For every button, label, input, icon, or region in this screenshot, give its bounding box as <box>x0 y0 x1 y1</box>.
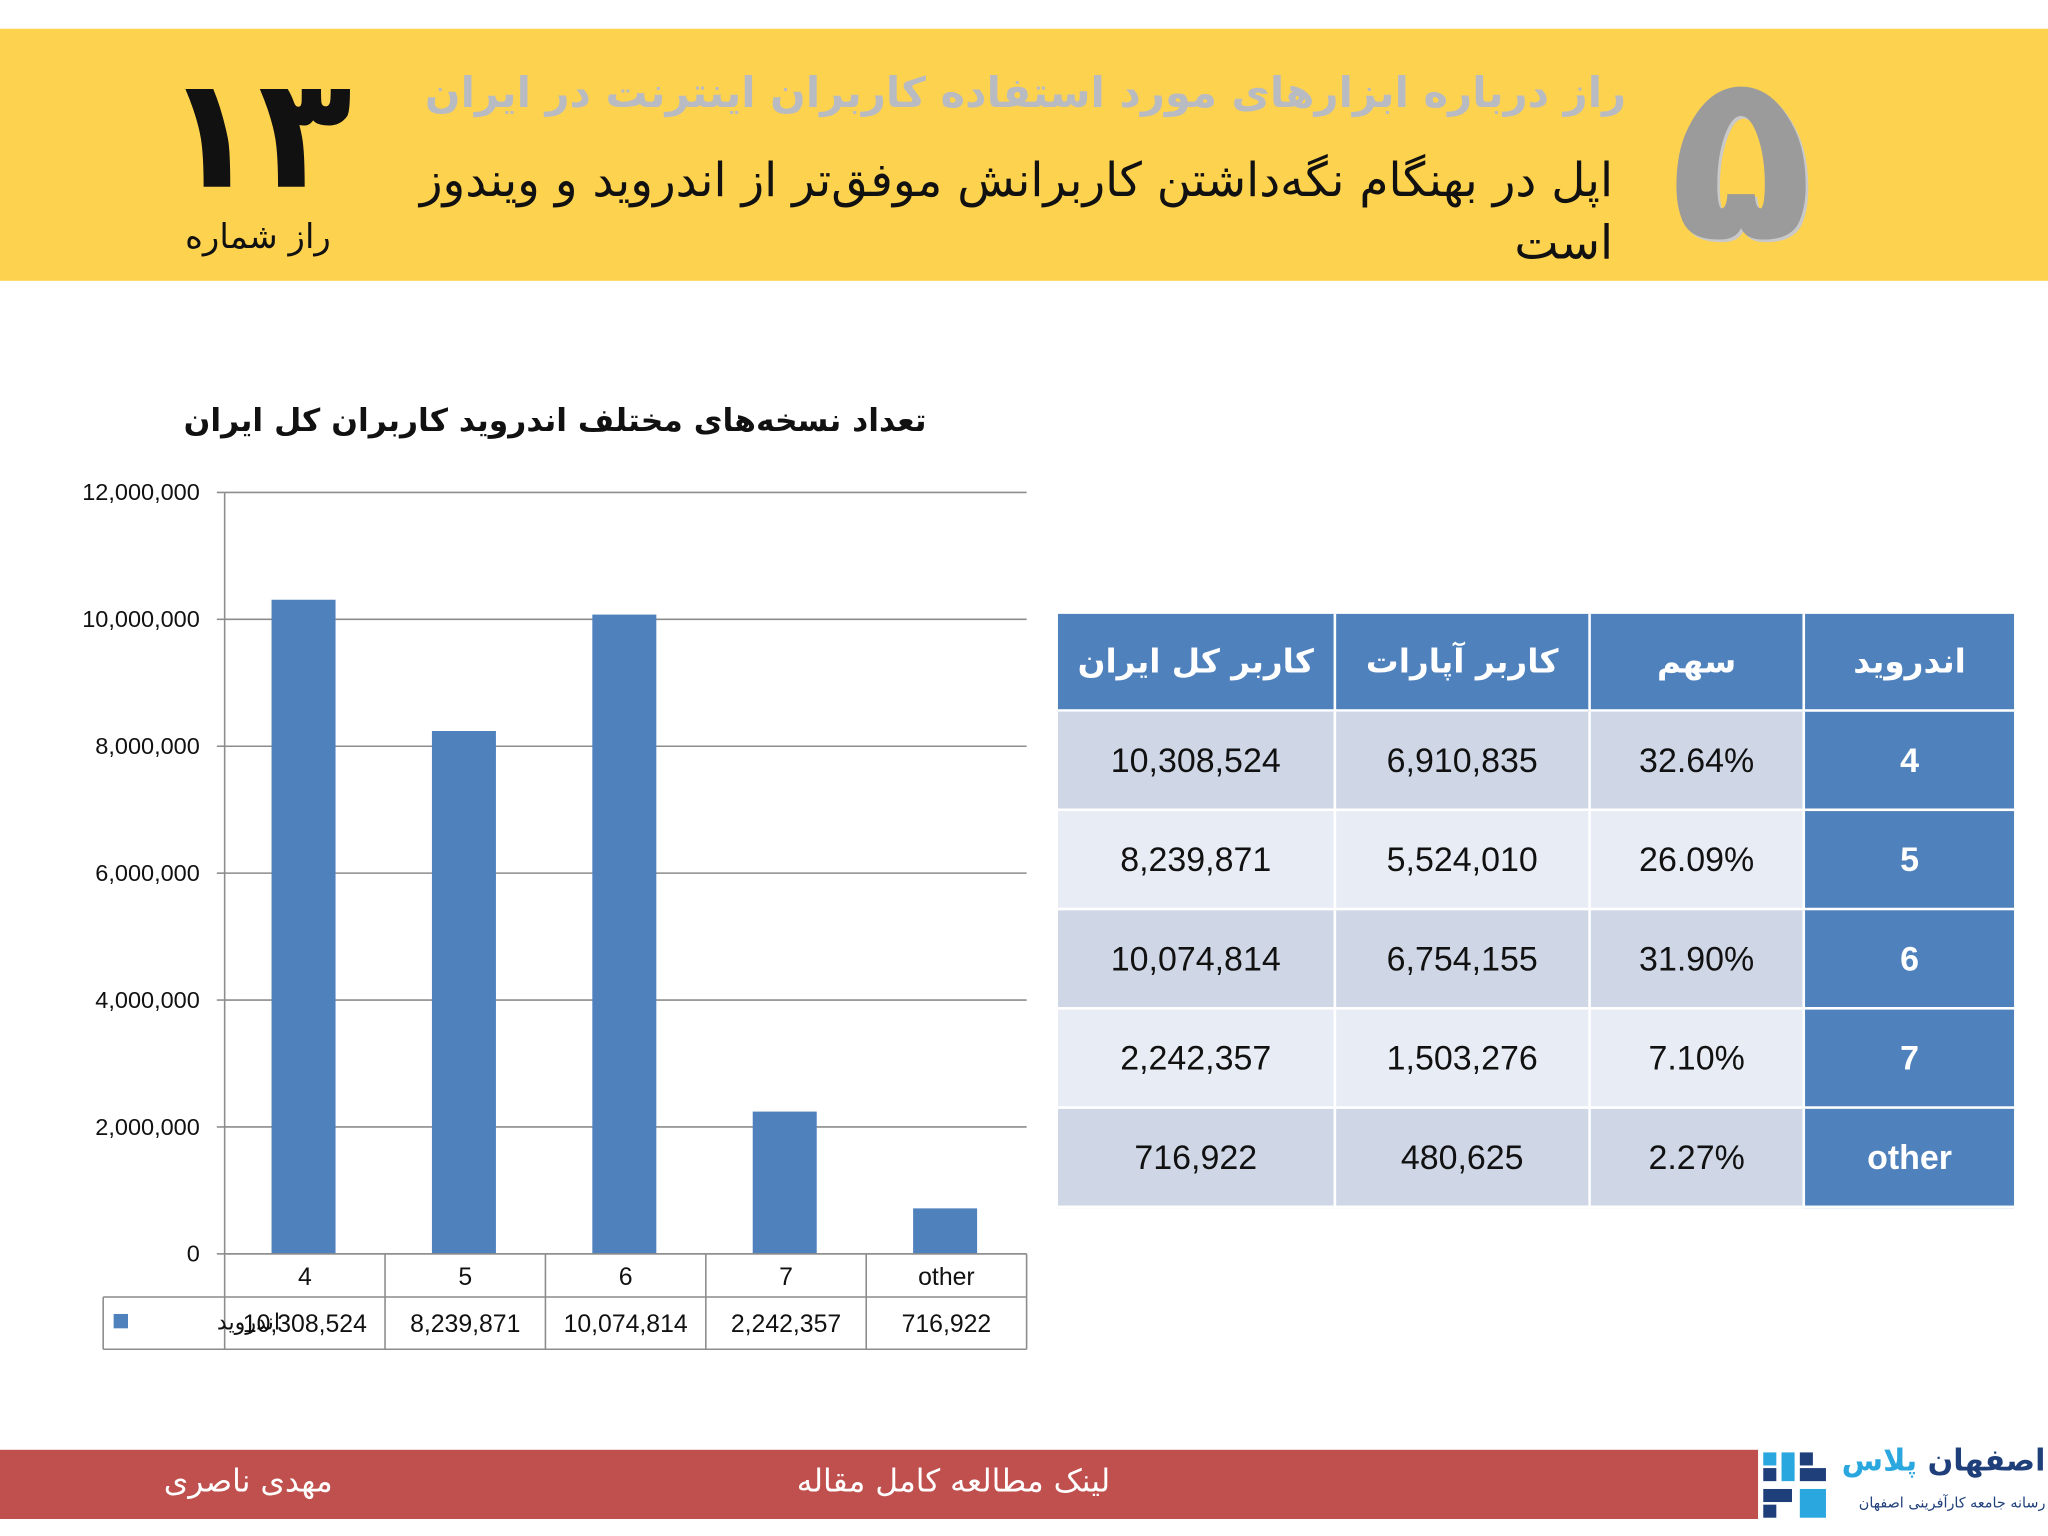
share-cell: 32.64% <box>1588 711 1803 812</box>
iran-cell: 10,308,524 <box>1057 711 1334 812</box>
chart-title: تعداد نسخه‌های مختلف اندروید کاربران کل … <box>183 402 927 439</box>
header-title: راز درباره ابزارهای مورد استفاده کاربران… <box>424 67 1627 118</box>
table-row: 6 31.90% 6,754,155 10,074,814 <box>1057 910 2015 1010</box>
data-value-label: 8,239,871 <box>410 1311 520 1338</box>
footer-band: مهدی ناصری لینک مطالعه کامل مقاله <box>0 1449 1759 1520</box>
data-value-label: 716,922 <box>902 1311 992 1338</box>
x-category-label: 6 <box>619 1264 633 1291</box>
bar-chart: 0 2,000,000 4,000,000 6,000,000 8,000,000 10,… <box>82 479 1028 1351</box>
y-tick-label: 8,000,000 <box>95 733 200 759</box>
share-cell: 7.10% <box>1588 1009 1803 1109</box>
author-name: مهدی ناصری <box>163 1462 333 1500</box>
table-row: other 2.27% 480,625 716,922 <box>1057 1108 2015 1209</box>
aparat-cell: 480,625 <box>1333 1108 1589 1209</box>
share-cell: 26.09% <box>1588 811 1803 911</box>
table-header-row: اندروید سهم کاربر آپارات کاربر کل ایران <box>1057 613 2015 712</box>
table-row: 5 26.09% 5,524,010 8,239,871 <box>1057 811 2015 911</box>
y-axis-ticks: 0 2,000,000 4,000,000 6,000,000 8,000,000 10,… <box>82 479 200 1266</box>
y-tick-label: 4,000,000 <box>95 987 200 1013</box>
chart-data-table: 4 10,308,524 5 8,239,871 6 10,074,814 7 2,242,3… <box>102 1253 1028 1351</box>
legend-swatch <box>113 1313 128 1329</box>
y-tick-label: 6,000,000 <box>95 860 200 886</box>
secret-count-label: راز شماره <box>185 218 331 258</box>
y-tick-label: 0 <box>187 1241 200 1267</box>
iran-cell: 8,239,871 <box>1057 811 1334 911</box>
header-iran-users: کاربر کل ایران <box>1057 613 1334 712</box>
logo-name-main: اصفهان <box>1927 1444 2046 1479</box>
share-cell: 2.27% <box>1588 1108 1803 1209</box>
secret-big-number: ۵ <box>1669 20 1813 294</box>
aparat-cell: 6,754,155 <box>1333 910 1589 1010</box>
x-category-label: 5 <box>458 1264 472 1291</box>
data-value-label: 10,308,524 <box>243 1311 367 1338</box>
share-cell: 31.90% <box>1588 910 1803 1010</box>
secret-count: ۱۳ <box>163 43 353 224</box>
version-cell: 7 <box>1802 1009 2015 1109</box>
brand-logo[interactable]: اصفهان پلاس رسانه جامعه کارآفرینی اصفهان <box>1758 1442 2048 1526</box>
bar-4 <box>271 599 336 1254</box>
data-value-label: 10,074,814 <box>564 1311 688 1338</box>
logo-name: اصفهان پلاس <box>1830 1445 2046 1479</box>
y-tick-label: 10,000,000 <box>82 606 200 632</box>
logo-name-accent: پلاس <box>1841 1444 1918 1479</box>
header-band: ۵ راز درباره ابزارهای مورد استفاده کاربر… <box>0 20 2048 294</box>
bar-5 <box>431 731 496 1254</box>
iran-cell: 716,922 <box>1057 1108 1334 1209</box>
android-versions-table: اندروید سهم کاربر آپارات کاربر کل ایران … <box>1057 613 2015 1209</box>
y-tick-label: 12,000,000 <box>82 479 200 505</box>
version-cell: 6 <box>1802 910 2015 1010</box>
x-category-label: other <box>918 1264 975 1291</box>
logo-tagline: رسانه جامعه کارآفرینی اصفهان <box>1858 1494 2046 1512</box>
x-category-label: 4 <box>298 1264 312 1291</box>
aparat-cell: 1,503,276 <box>1333 1009 1589 1109</box>
header-share: سهم <box>1588 613 1803 712</box>
x-category-label: 7 <box>779 1264 793 1291</box>
bar-6 <box>592 614 657 1254</box>
data-value-label: 2,242,357 <box>731 1311 841 1338</box>
version-cell: other <box>1802 1108 2015 1209</box>
y-tick-label: 2,000,000 <box>95 1114 200 1140</box>
table-row: 7 7.10% 1,503,276 2,242,357 <box>1057 1009 2015 1109</box>
chart-bars <box>271 599 978 1254</box>
iran-cell: 2,242,357 <box>1057 1009 1334 1109</box>
header-subtitle: اپل در بهنگام نگه‌داشتن کاربرانش موفق‌تر… <box>419 154 1614 271</box>
logo-mark-icon <box>1763 1452 1826 1518</box>
table-row: 4 32.64% 6,910,835 10,308,524 <box>1057 711 2015 812</box>
header-android: اندروید <box>1802 613 2015 712</box>
legend-label: اندروید <box>217 1310 280 1336</box>
iran-cell: 10,074,814 <box>1057 910 1334 1010</box>
header-aparat-users: کاربر آپارات <box>1333 613 1589 712</box>
aparat-cell: 6,910,835 <box>1333 711 1589 812</box>
aparat-cell: 5,524,010 <box>1333 811 1589 911</box>
version-cell: 4 <box>1802 711 2015 812</box>
version-cell: 5 <box>1802 811 2015 911</box>
full-article-link[interactable]: لینک مطالعه کامل مقاله <box>796 1462 1111 1500</box>
bar-other <box>913 1208 978 1254</box>
bar-7 <box>752 1111 817 1254</box>
